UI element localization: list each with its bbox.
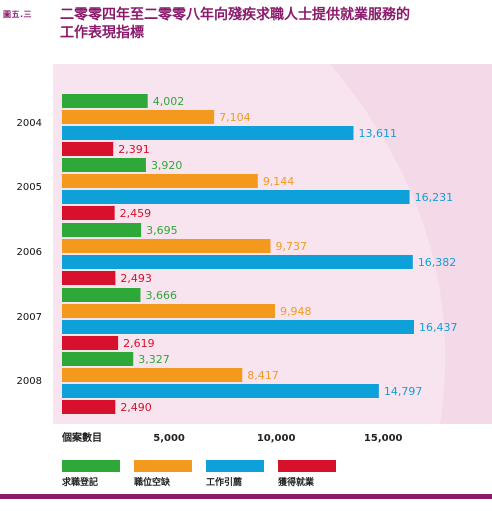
bar-2004-2 bbox=[62, 126, 354, 140]
bar-2004-0 bbox=[62, 94, 148, 108]
data-label-2004-1: 7,104 bbox=[219, 111, 251, 124]
legend-label-0: 求職登記 bbox=[62, 478, 99, 488]
category-label-2005: 2005 bbox=[17, 182, 42, 193]
bar-2008-0 bbox=[62, 352, 134, 366]
data-label-2008-0: 3,327 bbox=[138, 353, 170, 366]
legend-item-3: 獲得就業 bbox=[278, 460, 336, 488]
chart-title-line-1: 二零零四年至二零零八年向殘疾求職人士提供就業服務的 bbox=[60, 7, 410, 23]
x-tick-label-0: 5,000 bbox=[153, 433, 185, 444]
bar-2007-2 bbox=[62, 320, 414, 334]
category-label-2004: 2004 bbox=[17, 118, 42, 129]
legend-swatch-3 bbox=[278, 460, 336, 472]
bar-2006-2 bbox=[62, 255, 413, 269]
data-label-2008-2: 14,797 bbox=[384, 385, 423, 398]
data-label-2006-0: 3,695 bbox=[146, 224, 178, 237]
bar-2004-3 bbox=[62, 142, 114, 156]
bar-2008-2 bbox=[62, 384, 379, 398]
bars bbox=[62, 94, 414, 414]
figure-label: 圖五.三 bbox=[3, 10, 33, 19]
chart-title: 二零零四年至二零零八年向殘疾求職人士提供就業服務的 工作表現指標 bbox=[60, 6, 480, 42]
data-label-2008-1: 8,417 bbox=[247, 369, 279, 382]
bar-2005-1 bbox=[62, 174, 258, 188]
legend-item-0: 求職登記 bbox=[62, 460, 120, 488]
bar-2005-0 bbox=[62, 158, 146, 172]
bar-2008-1 bbox=[62, 368, 243, 382]
legend-swatch-1 bbox=[134, 460, 192, 472]
x-tick-label-2: 15,000 bbox=[364, 433, 403, 444]
x-tick-label-1: 10,000 bbox=[257, 433, 296, 444]
bar-2006-3 bbox=[62, 271, 116, 285]
legend-label-3: 獲得就業 bbox=[278, 478, 315, 488]
legend-swatch-2 bbox=[206, 460, 264, 472]
bar-2005-2 bbox=[62, 190, 410, 204]
bottom-bar bbox=[0, 494, 492, 499]
chart-title-line-2: 工作表現指標 bbox=[60, 25, 144, 41]
category-label-2007: 2007 bbox=[17, 312, 42, 323]
legend-item-2: 工作引薦 bbox=[206, 460, 264, 488]
data-label-2007-2: 16,437 bbox=[419, 321, 458, 334]
data-label-2005-2: 16,231 bbox=[415, 191, 454, 204]
plot-background-curve bbox=[330, 64, 492, 424]
bar-2007-0 bbox=[62, 288, 141, 302]
data-label-2007-3: 2,619 bbox=[123, 337, 155, 350]
data-label-2004-0: 4,002 bbox=[153, 95, 185, 108]
data-label-2006-1: 9,737 bbox=[276, 240, 308, 253]
data-label-2004-3: 2,391 bbox=[118, 143, 150, 156]
data-label-2005-1: 9,144 bbox=[263, 175, 295, 188]
data-label-2005-0: 3,920 bbox=[151, 159, 183, 172]
legend-label-2: 工作引薦 bbox=[206, 478, 243, 488]
bar-2006-0 bbox=[62, 223, 142, 237]
category-label-2008: 2008 bbox=[17, 376, 42, 387]
legend-item-1: 職位空缺 bbox=[134, 460, 192, 488]
bar-2006-1 bbox=[62, 239, 271, 253]
bar-2005-3 bbox=[62, 206, 115, 220]
data-label-2008-3: 2,490 bbox=[120, 401, 152, 414]
bar-2004-1 bbox=[62, 110, 215, 124]
bar-2007-1 bbox=[62, 304, 276, 318]
category-labels: 2004 2005 2006 2007 2008 bbox=[17, 118, 42, 387]
bar-2008-3 bbox=[62, 400, 116, 414]
data-label-2007-1: 9,948 bbox=[280, 305, 312, 318]
data-label-2006-3: 2,493 bbox=[120, 272, 152, 285]
data-label-2007-0: 3,666 bbox=[146, 289, 178, 302]
legend-label-1: 職位空缺 bbox=[134, 478, 171, 488]
data-label-2006-2: 16,382 bbox=[418, 256, 457, 269]
x-axis: 個案數目 5,000 10,000 15,000 bbox=[61, 431, 403, 444]
legend-swatch-0 bbox=[62, 460, 120, 472]
category-label-2006: 2006 bbox=[17, 247, 42, 258]
legend: 求職登記 職位空缺 工作引薦 獲得就業 bbox=[62, 460, 482, 490]
x-axis-label: 個案數目 bbox=[61, 431, 102, 444]
bar-2007-3 bbox=[62, 336, 119, 350]
data-label-2004-2: 13,611 bbox=[358, 127, 397, 140]
data-label-2005-3: 2,459 bbox=[120, 207, 152, 220]
